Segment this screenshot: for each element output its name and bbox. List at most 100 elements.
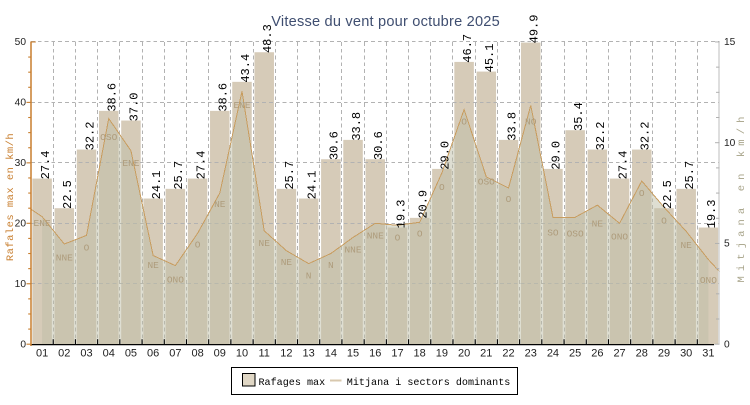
svg-text:02: 02 — [58, 348, 70, 360]
svg-text:Mitjana i sectors dominants: Mitjana i sectors dominants — [347, 377, 511, 389]
svg-text:29.0: 29.0 — [550, 141, 564, 170]
svg-text:25.7: 25.7 — [283, 161, 297, 190]
svg-text:NE: NE — [592, 218, 604, 229]
svg-text:20: 20 — [458, 348, 470, 360]
svg-text:10: 10 — [236, 348, 248, 360]
svg-text:29.0: 29.0 — [439, 141, 453, 170]
svg-text:19.3: 19.3 — [394, 200, 408, 229]
svg-text:04: 04 — [103, 348, 115, 360]
svg-text:24: 24 — [547, 348, 559, 360]
svg-text:12: 12 — [280, 348, 292, 360]
svg-text:NNE: NNE — [367, 230, 384, 241]
svg-text:O: O — [639, 188, 645, 199]
svg-text:5: 5 — [724, 239, 730, 250]
svg-text:18: 18 — [414, 348, 426, 360]
svg-text:29: 29 — [658, 348, 670, 360]
svg-text:21: 21 — [480, 348, 492, 360]
svg-text:38.6: 38.6 — [106, 83, 120, 112]
svg-text:0: 0 — [724, 339, 730, 350]
svg-text:40: 40 — [15, 98, 27, 109]
svg-text:28: 28 — [636, 348, 648, 360]
svg-text:05: 05 — [125, 348, 137, 360]
svg-text:50: 50 — [15, 37, 27, 48]
svg-text:OSO: OSO — [567, 229, 584, 240]
svg-text:25.7: 25.7 — [683, 161, 697, 190]
svg-text:31: 31 — [702, 348, 714, 360]
svg-text:NE: NE — [259, 238, 271, 249]
svg-text:NNE: NNE — [56, 252, 73, 263]
svg-text:NE: NE — [680, 240, 692, 251]
svg-text:ONO: ONO — [700, 275, 717, 286]
svg-text:09: 09 — [214, 348, 226, 360]
svg-text:ENE: ENE — [233, 100, 250, 111]
svg-text:27.4: 27.4 — [616, 151, 630, 180]
svg-text:ENE: ENE — [34, 218, 51, 229]
svg-text:NE: NE — [281, 257, 293, 268]
svg-text:38.6: 38.6 — [217, 83, 231, 112]
svg-text:NE: NE — [214, 199, 226, 210]
svg-text:45.1: 45.1 — [483, 44, 497, 73]
svg-text:O: O — [506, 194, 512, 205]
svg-text:17: 17 — [391, 348, 403, 360]
svg-text:O: O — [461, 116, 467, 127]
svg-text:32.2: 32.2 — [83, 122, 97, 151]
svg-text:O: O — [439, 182, 445, 193]
svg-text:01: 01 — [36, 348, 48, 360]
svg-text:08: 08 — [191, 348, 203, 360]
svg-text:30.6: 30.6 — [328, 131, 342, 160]
svg-text:27.4: 27.4 — [194, 151, 208, 180]
svg-text:Vitesse du vent pour octubre 2: Vitesse du vent pour octubre 2025 — [271, 14, 500, 30]
svg-text:11: 11 — [258, 348, 269, 360]
svg-text:NE: NE — [147, 260, 159, 271]
svg-text:N: N — [328, 260, 334, 271]
svg-text:19.3: 19.3 — [705, 200, 719, 229]
svg-text:Mitjana en km/h: Mitjana en km/h — [736, 111, 748, 282]
svg-text:O: O — [395, 232, 401, 243]
svg-text:24.1: 24.1 — [305, 171, 319, 200]
svg-text:N: N — [306, 270, 312, 281]
svg-text:35.4: 35.4 — [572, 102, 586, 131]
svg-text:43.4: 43.4 — [239, 54, 253, 83]
svg-text:30: 30 — [15, 158, 27, 169]
svg-text:15: 15 — [724, 37, 736, 48]
svg-text:25: 25 — [569, 348, 581, 360]
svg-text:30: 30 — [680, 348, 692, 360]
svg-text:24.1: 24.1 — [150, 171, 164, 200]
svg-text:06: 06 — [147, 348, 159, 360]
svg-text:15: 15 — [347, 348, 359, 360]
svg-text:SO: SO — [547, 228, 559, 239]
svg-text:ONO: ONO — [611, 231, 628, 242]
svg-text:23: 23 — [525, 348, 537, 360]
svg-text:NO: NO — [525, 116, 537, 127]
svg-text:10: 10 — [724, 138, 736, 149]
svg-text:14: 14 — [325, 348, 337, 360]
svg-text:13: 13 — [302, 348, 314, 360]
svg-text:33.8: 33.8 — [505, 112, 519, 141]
svg-text:32.2: 32.2 — [594, 122, 608, 151]
svg-text:03: 03 — [80, 348, 92, 360]
svg-text:22.5: 22.5 — [661, 180, 675, 209]
svg-text:27: 27 — [613, 348, 625, 360]
svg-text:20: 20 — [15, 219, 27, 230]
svg-text:16: 16 — [369, 348, 381, 360]
svg-text:NNE: NNE — [344, 244, 361, 255]
svg-text:32.2: 32.2 — [639, 122, 653, 151]
svg-text:0: 0 — [20, 339, 26, 350]
svg-text:OSO: OSO — [100, 132, 117, 143]
svg-text:O: O — [417, 228, 423, 239]
svg-text:O: O — [84, 243, 90, 254]
svg-text:49.9: 49.9 — [528, 15, 542, 44]
svg-text:46.7: 46.7 — [461, 34, 475, 63]
svg-text:07: 07 — [169, 348, 181, 360]
svg-text:27.4: 27.4 — [39, 151, 53, 180]
svg-text:22: 22 — [502, 348, 514, 360]
svg-text:30.6: 30.6 — [372, 131, 386, 160]
svg-text:Rafages max: Rafages max — [259, 377, 326, 389]
svg-text:48.3: 48.3 — [261, 24, 275, 53]
svg-text:26: 26 — [591, 348, 603, 360]
svg-text:OSO: OSO — [478, 176, 495, 187]
svg-text:ENE: ENE — [122, 158, 139, 169]
svg-text:Rafales max en km/h: Rafales max en km/h — [5, 133, 17, 261]
svg-text:O: O — [195, 239, 201, 250]
svg-text:20.9: 20.9 — [416, 190, 430, 219]
